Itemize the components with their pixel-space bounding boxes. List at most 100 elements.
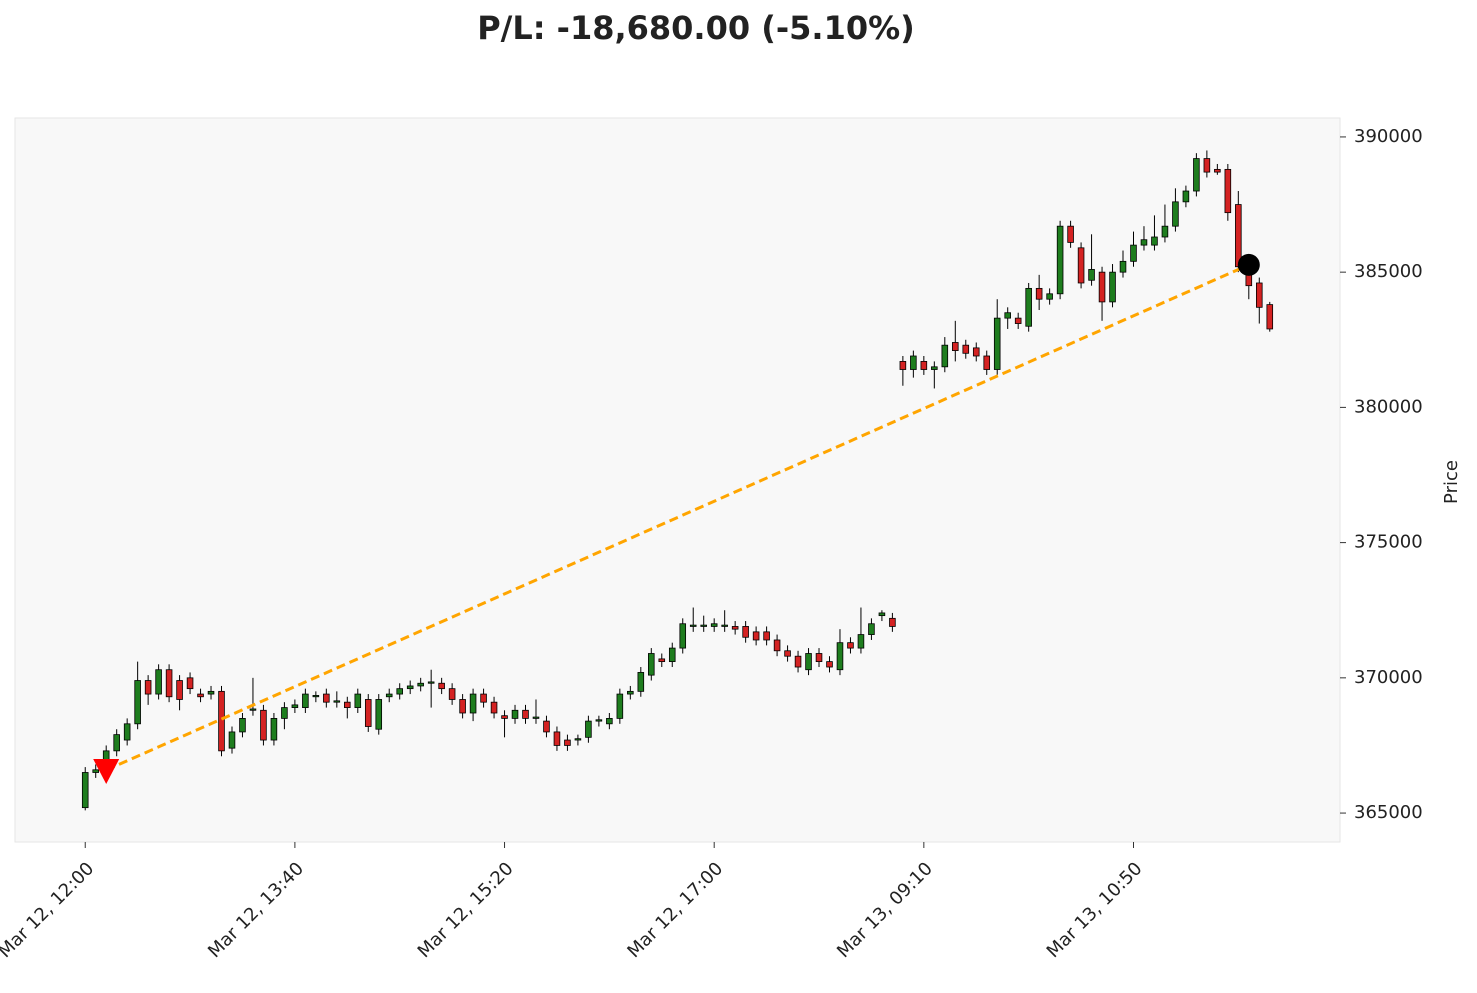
candle-body <box>1088 269 1095 281</box>
candle-body <box>773 639 781 652</box>
candle-body <box>459 699 466 714</box>
x-tick-label: Mar 12, 12:00 <box>0 858 98 962</box>
candle-body <box>1161 225 1169 238</box>
candle-body <box>134 680 141 725</box>
candle-body <box>186 677 194 690</box>
candle-body <box>1182 190 1190 203</box>
candle-body <box>406 685 414 690</box>
candle-body <box>972 347 980 357</box>
candle-body <box>207 690 215 695</box>
candle-body <box>857 634 865 649</box>
candle-body <box>396 688 403 695</box>
candle-body <box>364 699 372 727</box>
candle-body <box>910 355 917 370</box>
candle-body <box>113 734 120 752</box>
x-tick-label: Mar 12, 17:00 <box>623 858 727 962</box>
candle-body <box>155 669 162 695</box>
x-tick-label: Mar 13, 10:50 <box>1043 858 1147 962</box>
chart-title: P/L: -18,680.00 (-5.10%) <box>477 9 915 47</box>
candle-body <box>1025 287 1032 327</box>
candle-body <box>1151 236 1158 246</box>
candle-body <box>1193 158 1200 192</box>
candle-body <box>375 699 383 730</box>
candle-body <box>1098 271 1106 303</box>
candle-body <box>889 617 896 627</box>
candle-body <box>333 700 341 703</box>
candle-body <box>637 672 645 692</box>
entry-marker <box>93 759 120 785</box>
x-tick-label: Mar 12, 13:40 <box>204 858 308 962</box>
candle-body <box>815 653 823 663</box>
candle-body <box>344 701 351 708</box>
y-axis-label: Price <box>1441 460 1462 504</box>
candle-body <box>1067 225 1074 243</box>
candle-body <box>648 653 655 676</box>
candle-body <box>438 682 445 690</box>
candle-body <box>920 361 928 370</box>
candle-body <box>385 693 393 698</box>
candle-body <box>826 661 833 668</box>
candle-body <box>165 669 173 698</box>
candle-body <box>417 682 424 687</box>
candle-body <box>1214 168 1221 173</box>
candle-body <box>218 690 225 752</box>
candle-body <box>752 631 760 641</box>
candle-body <box>281 707 288 719</box>
candle-body <box>501 715 508 719</box>
candle-body <box>511 709 519 719</box>
candle-body <box>312 695 320 698</box>
candle-body <box>532 716 540 719</box>
candle-body <box>427 681 435 684</box>
candle-body <box>260 709 267 741</box>
candle-body <box>731 626 739 630</box>
candle-body <box>606 718 613 725</box>
candle-body <box>585 720 592 738</box>
candle-body <box>228 731 236 749</box>
candle-body <box>1014 317 1022 324</box>
candle-body <box>658 658 666 663</box>
candle-body <box>847 642 854 649</box>
candle-body <box>941 344 949 368</box>
candle-body <box>469 693 477 714</box>
candle-body <box>1077 247 1085 284</box>
candle-body <box>1224 168 1232 214</box>
candle-body <box>574 738 582 741</box>
candle-body <box>668 647 676 663</box>
candle-body <box>763 631 770 641</box>
candle-body <box>176 680 183 700</box>
candle-body <box>123 723 131 741</box>
y-tick-label: 390000 <box>1354 126 1423 147</box>
candle-body <box>553 731 561 746</box>
candle-body <box>742 626 749 638</box>
candle-body <box>323 693 330 703</box>
candle-body <box>679 623 687 649</box>
candle-body <box>480 693 487 703</box>
candle-body <box>983 355 991 370</box>
y-tick-label: 365000 <box>1354 802 1423 823</box>
candle-body <box>197 693 204 698</box>
candle-body <box>595 719 603 722</box>
candle-body <box>700 624 707 627</box>
candle-body <box>931 366 938 370</box>
candle-body <box>1046 293 1053 300</box>
candle-body <box>784 650 791 657</box>
candle-body <box>1203 158 1211 173</box>
candle-body <box>239 718 246 733</box>
candle-body <box>144 680 152 695</box>
candle-body <box>1266 304 1274 330</box>
candle-body <box>1119 260 1127 273</box>
candle-body <box>1256 282 1263 308</box>
y-tick-label: 385000 <box>1354 261 1423 282</box>
candle-body <box>836 642 844 671</box>
candle-body <box>794 655 802 668</box>
y-tick-label: 375000 <box>1354 532 1423 553</box>
candle-body <box>1056 225 1064 295</box>
x-tick-label: Mar 13, 09:10 <box>833 858 937 962</box>
candle-body <box>490 701 498 714</box>
candle-body <box>354 693 362 708</box>
trade-line <box>105 263 1250 772</box>
candle-body <box>1235 204 1242 268</box>
candle-body <box>270 718 278 741</box>
candle-body <box>868 623 875 635</box>
candle-body <box>878 612 886 617</box>
